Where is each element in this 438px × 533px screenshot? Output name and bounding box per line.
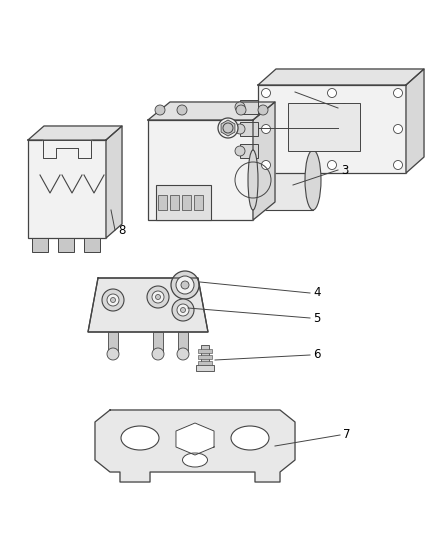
Bar: [198, 349, 212, 353]
Circle shape: [393, 125, 403, 133]
Ellipse shape: [248, 150, 258, 210]
Circle shape: [177, 348, 189, 360]
Bar: [240, 144, 258, 158]
Circle shape: [171, 271, 199, 299]
Circle shape: [172, 299, 194, 321]
Text: 5: 5: [313, 311, 320, 325]
Circle shape: [223, 123, 233, 133]
Bar: [28, 140, 106, 238]
Circle shape: [261, 125, 271, 133]
Circle shape: [261, 160, 271, 169]
Ellipse shape: [231, 426, 269, 450]
Ellipse shape: [183, 453, 208, 467]
Bar: [288, 103, 360, 151]
Bar: [178, 332, 188, 354]
Ellipse shape: [121, 426, 159, 450]
Circle shape: [235, 102, 245, 112]
Bar: [240, 100, 258, 114]
Polygon shape: [106, 126, 122, 238]
Circle shape: [258, 105, 268, 115]
Polygon shape: [43, 140, 91, 158]
Circle shape: [180, 308, 186, 312]
Circle shape: [102, 289, 124, 311]
Bar: [196, 365, 214, 371]
Polygon shape: [28, 126, 122, 140]
Bar: [258, 85, 406, 173]
Circle shape: [147, 286, 169, 308]
Bar: [170, 195, 179, 210]
Bar: [158, 195, 167, 210]
Circle shape: [176, 276, 194, 294]
Polygon shape: [406, 69, 424, 173]
Text: 7: 7: [343, 429, 350, 441]
Bar: [156, 185, 211, 220]
Bar: [198, 355, 212, 359]
Polygon shape: [221, 120, 235, 136]
Circle shape: [177, 105, 187, 115]
Bar: [58, 238, 74, 252]
Polygon shape: [258, 69, 424, 85]
Bar: [194, 195, 203, 210]
Circle shape: [107, 348, 119, 360]
Bar: [153, 332, 163, 354]
Circle shape: [152, 348, 164, 360]
Ellipse shape: [305, 150, 321, 210]
Text: 1: 1: [341, 101, 349, 115]
Circle shape: [152, 291, 164, 303]
Circle shape: [393, 160, 403, 169]
Bar: [198, 361, 212, 365]
Circle shape: [328, 160, 336, 169]
Text: 6: 6: [313, 349, 321, 361]
Circle shape: [328, 88, 336, 98]
Polygon shape: [88, 278, 208, 332]
Circle shape: [155, 295, 160, 300]
Polygon shape: [95, 410, 295, 482]
Text: 4: 4: [313, 287, 321, 300]
Bar: [201, 345, 209, 365]
Circle shape: [177, 304, 189, 316]
Circle shape: [261, 88, 271, 98]
Bar: [148, 120, 253, 220]
Bar: [240, 122, 258, 136]
Circle shape: [393, 88, 403, 98]
Text: 3: 3: [341, 164, 348, 176]
Polygon shape: [253, 102, 275, 220]
Circle shape: [218, 118, 238, 138]
Circle shape: [107, 294, 119, 306]
Circle shape: [181, 281, 189, 289]
Polygon shape: [176, 423, 214, 455]
Circle shape: [235, 124, 245, 134]
Bar: [108, 332, 118, 354]
Bar: [32, 238, 48, 252]
Circle shape: [110, 297, 116, 303]
Text: 2: 2: [341, 122, 349, 134]
Text: 8: 8: [118, 223, 125, 237]
Circle shape: [155, 105, 165, 115]
Bar: [182, 195, 191, 210]
Circle shape: [235, 146, 245, 156]
Circle shape: [236, 105, 246, 115]
Bar: [84, 238, 100, 252]
Polygon shape: [148, 102, 275, 120]
Bar: [258, 150, 313, 210]
